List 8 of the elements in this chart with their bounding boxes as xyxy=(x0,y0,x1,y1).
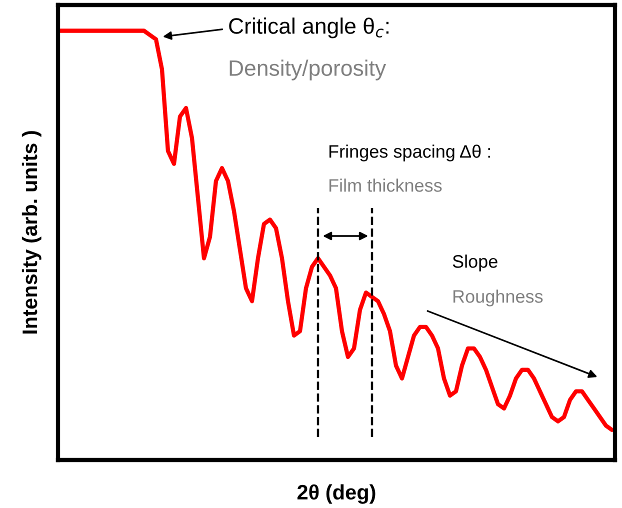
y-axis-title: Intensity (arb. units ) xyxy=(22,131,42,334)
annotation: Critical angle θ$_{c}$: xyxy=(229,18,388,38)
annotation: Slope xyxy=(452,254,498,272)
annotation: Fringes spacing Δθ : xyxy=(329,144,490,162)
annotation: Density/porosity xyxy=(230,60,386,80)
x-axis-title: 2θ (deg) xyxy=(297,484,376,504)
annotation: Film thickness xyxy=(329,178,442,192)
annotation: Roughness xyxy=(453,290,543,306)
